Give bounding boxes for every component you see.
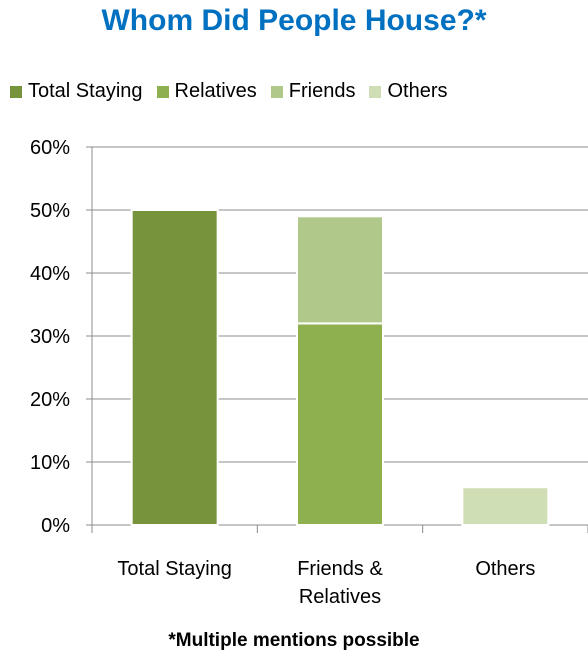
- y-tick-label: 20%: [30, 389, 70, 411]
- legend-label-friends: Friends: [288, 80, 356, 102]
- bar-segment: [461, 486, 550, 527]
- chart-title: Whom Did People House?*: [101, 4, 487, 37]
- legend-label-others: Others: [387, 80, 448, 102]
- bar-segment: [130, 209, 219, 526]
- legend-swatch-others: [369, 85, 382, 98]
- x-tick-label: Others: [475, 558, 535, 580]
- y-tick-label: 0%: [41, 515, 70, 537]
- legend: Total Staying Relatives Friends Others: [10, 80, 588, 103]
- x-tick-label: Friends &: [297, 558, 383, 580]
- legend-swatch-relatives: [156, 85, 169, 98]
- bar-segment: [296, 215, 384, 325]
- y-tick-label: 10%: [30, 452, 70, 474]
- legend-item-relatives: Relatives: [156, 80, 257, 103]
- legend-swatch-friends: [270, 85, 283, 98]
- legend-swatch-total-staying: [10, 85, 22, 98]
- y-tick-label: 30%: [30, 326, 70, 348]
- x-tick-label: Total Staying: [117, 558, 232, 580]
- legend-item-friends: Friends: [270, 80, 356, 103]
- legend-label-total-staying: Total Staying: [28, 80, 143, 102]
- legend-item-others: Others: [369, 80, 448, 103]
- legend-item-total-staying: Total Staying: [10, 80, 143, 103]
- x-tick-label: Relatives: [299, 586, 381, 608]
- y-tick-label: 50%: [30, 200, 70, 222]
- y-tick-label: 60%: [30, 137, 70, 159]
- y-tick-label: 40%: [30, 263, 70, 285]
- chart-plot: 0% 10% 20% 30% 40% 50% 60% Total Staying Friends…: [30, 137, 588, 608]
- footnote: *Multiple mentions possible: [168, 630, 420, 651]
- bar-segment: [296, 322, 384, 526]
- legend-label-relatives: Relatives: [174, 80, 257, 102]
